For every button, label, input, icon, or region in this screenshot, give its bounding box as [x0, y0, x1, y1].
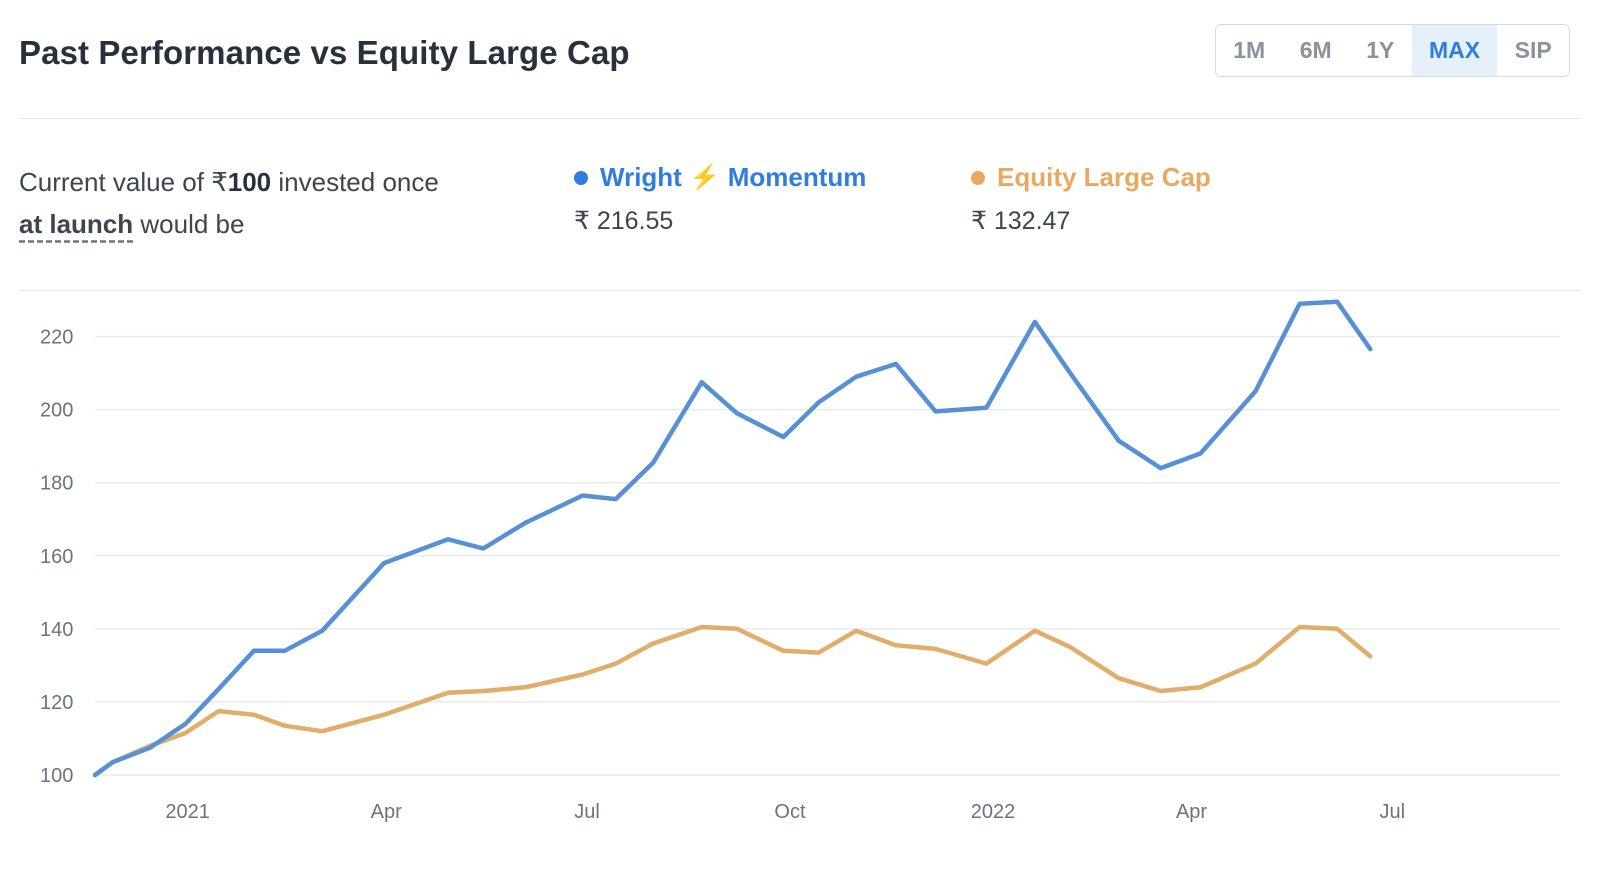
- fund-name-part2: Momentum: [727, 162, 867, 192]
- x-tick-label: Apr: [1176, 801, 1207, 823]
- header-divider: [19, 118, 1581, 119]
- range-button-max[interactable]: MAX: [1411, 25, 1498, 76]
- summary-middle: invested once: [278, 167, 439, 197]
- fund-dot-icon: [574, 170, 588, 185]
- invested-amount: 100: [227, 167, 272, 197]
- category-series-line: [92, 624, 1373, 778]
- summary-suffix: would be: [140, 209, 245, 239]
- legend-category: Equity Large Cap ₹ 132.47: [971, 162, 1211, 236]
- chart-top-divider: [19, 290, 1581, 291]
- x-tick-label: Jul: [1380, 801, 1406, 823]
- fund-current-value: ₹ 216.55: [574, 207, 674, 235]
- y-tick-label: 160: [40, 546, 73, 568]
- page-title: Past Performance vs Equity Large Cap: [19, 34, 630, 71]
- y-tick-label: 140: [40, 619, 73, 641]
- category-dot-icon: [971, 170, 985, 185]
- y-tick-label: 120: [40, 692, 73, 714]
- summary-prefix: Current value of: [19, 167, 204, 197]
- range-button-1y[interactable]: 1Y: [1366, 37, 1395, 63]
- x-tick-label: Oct: [774, 801, 806, 823]
- y-tick-label: 220: [40, 327, 73, 349]
- currency-symbol: ₹: [211, 167, 228, 197]
- time-range-selector: 1M 6M 1Y MAX SIP: [1215, 24, 1570, 77]
- range-button-6m[interactable]: 6M: [1299, 37, 1332, 63]
- x-tick-label: 2021: [165, 801, 210, 823]
- investment-summary: Current value of ₹100 invested once at l…: [19, 161, 439, 245]
- x-tick-label: Apr: [371, 801, 402, 823]
- x-tick-label: 2022: [971, 801, 1016, 823]
- x-tick-label: Jul: [574, 801, 600, 823]
- range-button-sip[interactable]: SIP: [1514, 37, 1552, 63]
- y-tick-label: 180: [40, 473, 73, 495]
- y-tick-label: 200: [40, 400, 73, 422]
- at-launch-tooltip-trigger[interactable]: at launch: [19, 209, 134, 239]
- fund-name-part1: Wright: [600, 162, 682, 192]
- range-button-1m[interactable]: 1M: [1233, 37, 1266, 63]
- y-tick-label: 100: [40, 765, 73, 787]
- legend-fund: Wright ⚡ Momentum ₹ 216.55: [574, 162, 866, 236]
- category-name: Equity Large Cap: [997, 162, 1211, 192]
- category-current-value: ₹ 132.47: [971, 207, 1071, 235]
- fund-series-line: [92, 299, 1373, 778]
- performance-line-chart: 100 120 140 160 180 200 220 2021 Apr Jul Oct 2022 Ap…: [40, 299, 1560, 823]
- lightning-bolt-icon: ⚡: [689, 164, 720, 191]
